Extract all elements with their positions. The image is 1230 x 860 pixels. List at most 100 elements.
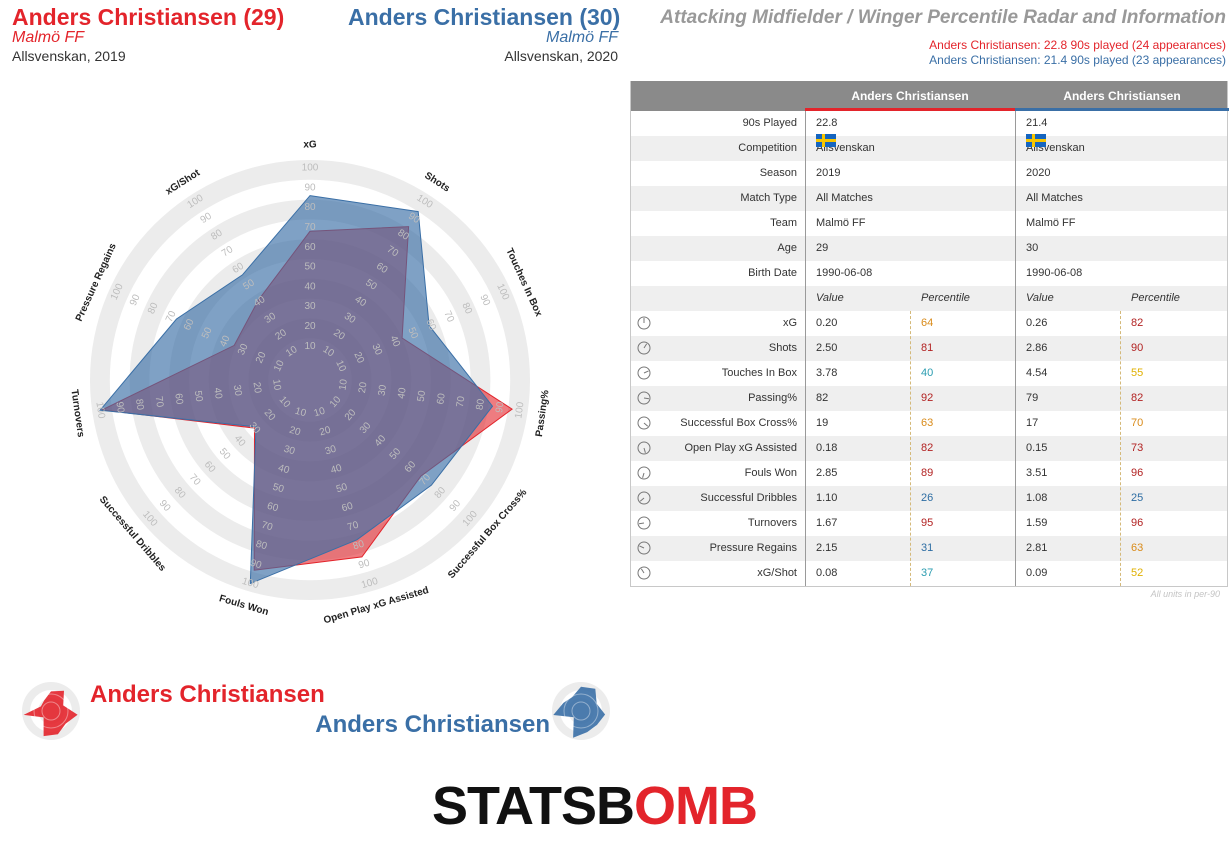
info-row: Season 2019 2020 (631, 161, 1227, 186)
radar-tick-label: 40 (304, 281, 316, 292)
player1-column-header: Anders Christiansen (805, 81, 1015, 111)
metric-label: Successful Box Cross% (680, 417, 797, 429)
info-row: Competition Allsvenskan Allsvenskan (631, 134, 1227, 161)
metric-label: Open Play xG Assisted (684, 442, 798, 454)
radar-tick-label: 70 (153, 395, 166, 408)
metric-dial-icon (637, 441, 651, 455)
player1-metric-value: 19 (816, 417, 829, 429)
player1-percentile: 89 (921, 467, 934, 479)
metric-dial-icon (637, 541, 651, 555)
radar-tick-label: 50 (335, 482, 349, 496)
player1-legend-label: Anders Christiansen (90, 681, 325, 708)
percentile-divider (1120, 311, 1121, 586)
percentile-divider (910, 311, 911, 586)
metric-label: xG (782, 317, 797, 329)
radar-tick-label: 20 (288, 425, 302, 439)
radar-tick-label: 60 (182, 317, 197, 332)
radar-tick-label: 50 (192, 390, 205, 403)
radar-tick-label: 100 (513, 401, 526, 420)
metric-dial-icon (637, 516, 651, 530)
units-footnote: All units in per-90 (1150, 589, 1220, 599)
row-label: Match Type (740, 192, 797, 204)
radar-tick-label: 50 (200, 325, 215, 340)
player1-metric-value: 1.10 (816, 492, 838, 504)
radar-tick-label: 10 (313, 406, 327, 420)
page-title: Attacking Midfielder / Winger Percentile… (660, 7, 1226, 28)
radar-tick-label: 100 (241, 576, 261, 591)
metric-row: Fouls Won 2.85 89 3.51 96 (631, 461, 1227, 486)
player1-value: Malmö FF (816, 217, 866, 229)
metric-row: xG 0.20 64 0.26 82 (631, 311, 1227, 336)
metric-dial-icon (637, 491, 651, 505)
player2-metric-value: 0.09 (1026, 567, 1048, 579)
player2-percentile: 25 (1131, 492, 1144, 504)
radar-tick-label: 70 (164, 309, 179, 324)
statsbomb-logo: STATSBOMB (432, 776, 758, 836)
player1-metric-value: 0.08 (816, 567, 838, 579)
metric-dial-icon (637, 341, 651, 355)
radar-tick-label: 70 (304, 222, 316, 233)
radar-tick-label: 80 (254, 539, 268, 553)
column-divider (1015, 111, 1016, 586)
radar-axis-label: Shots (422, 170, 452, 195)
player2-value: 2020 (1026, 167, 1051, 179)
row-label: 90s Played (742, 117, 797, 129)
radar-tick-label: 80 (304, 202, 316, 213)
radar-tick-label: 20 (318, 425, 332, 439)
metric-dial-icon (637, 566, 651, 580)
radar-tick-label: 20 (254, 350, 269, 365)
radar-tick-label: 20 (357, 381, 370, 394)
radar-tick-label: 10 (304, 341, 316, 352)
player2-metric-value: 4.54 (1026, 367, 1048, 379)
metric-row: Shots 2.50 81 2.86 90 (631, 336, 1227, 361)
player1-metric-value: 2.50 (816, 342, 838, 354)
value-subheader: Value (816, 292, 844, 304)
player2-value: Malmö FF (1026, 217, 1076, 229)
metric-label: Pressure Regains (709, 542, 797, 554)
column-divider (805, 111, 806, 586)
metric-label: xG/Shot (757, 567, 797, 579)
sweden-flag-icon (1026, 134, 1046, 147)
radar-tick-label: 80 (459, 301, 474, 316)
metric-dial-icon (637, 466, 651, 480)
radar-tick-label: 50 (405, 326, 420, 341)
player2-appearances: Anders Christiansen: 21.4 90s played (23… (929, 53, 1226, 67)
player2-percentile: 70 (1131, 417, 1144, 429)
info-table: Anders Christiansen Anders Christiansen … (630, 81, 1229, 587)
radar-tick-label: 30 (369, 342, 384, 357)
player2-metric-value: 0.26 (1026, 317, 1048, 329)
player2-legend-icon (552, 682, 610, 740)
metric-dial-icon (637, 366, 651, 380)
player2-value: All Matches (1026, 192, 1083, 204)
radar-tick-label: 70 (346, 520, 360, 534)
radar-tick-label: 10 (294, 406, 308, 420)
player2-value: Allsvenskan (1026, 134, 1085, 161)
player2-metric-value: 1.59 (1026, 517, 1048, 529)
player2-column-header: Anders Christiansen (1015, 81, 1229, 111)
player2-metric-value: 79 (1026, 392, 1039, 404)
player2-metric-value: 2.81 (1026, 542, 1048, 554)
radar-tick-label: 100 (302, 163, 319, 174)
metric-label: Shots (768, 342, 797, 354)
radar-series-2 (99, 195, 494, 585)
player1-percentile: 40 (921, 367, 934, 379)
metric-label: Successful Dribbles (700, 492, 797, 504)
radar-tick-label: 60 (172, 393, 185, 406)
subheader-row: Value Percentile Value Percentile (631, 286, 1227, 311)
radar-tick-label: 10 (270, 379, 283, 392)
player2-percentile: 82 (1131, 317, 1144, 329)
radar-tick-label: 40 (387, 334, 402, 349)
radar-tick-label: 30 (377, 384, 390, 397)
player2-metric-value: 1.08 (1026, 492, 1048, 504)
player1-percentile: 37 (921, 567, 934, 579)
row-label: Age (777, 242, 797, 254)
player1-metric-value: 3.78 (816, 367, 838, 379)
radar-tick-label: 90 (477, 293, 492, 308)
player2-legend-label: Anders Christiansen (315, 711, 550, 738)
radar-tick-label: 60 (304, 242, 316, 253)
radar-tick-label: 90 (249, 558, 263, 572)
player2-value: 1990-06-08 (1026, 267, 1083, 279)
radar-axis-label: xG (303, 140, 317, 151)
player1-name: Anders Christiansen (29) (12, 4, 285, 30)
radar-tick-label: 80 (146, 301, 161, 316)
